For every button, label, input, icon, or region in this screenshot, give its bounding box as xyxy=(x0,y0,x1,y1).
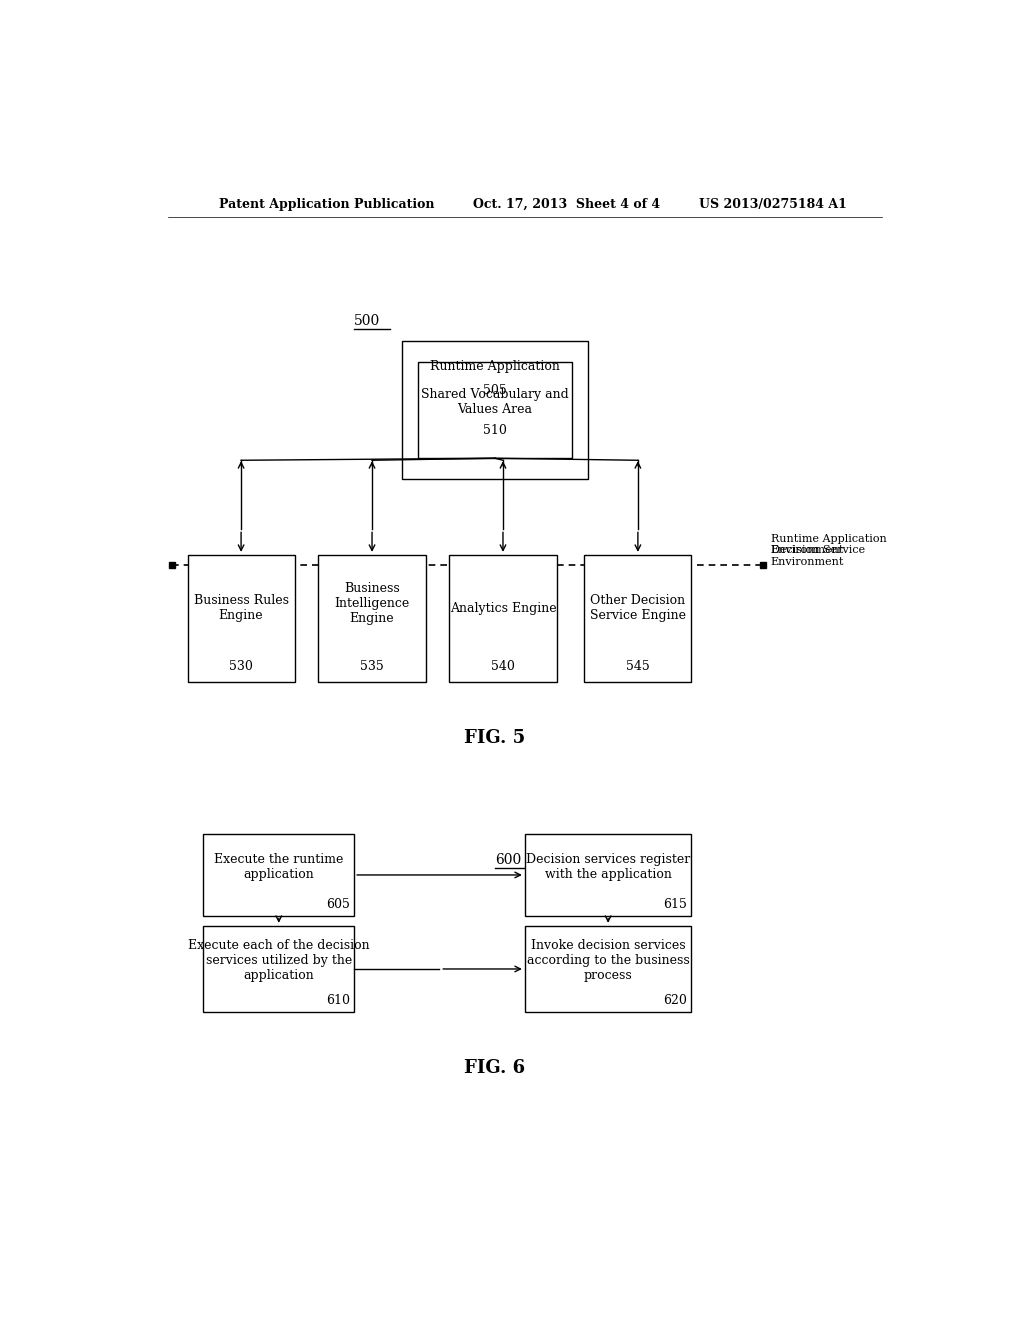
FancyBboxPatch shape xyxy=(585,554,691,682)
Text: 615: 615 xyxy=(664,898,687,911)
Text: Decision Service
Environment: Decision Service Environment xyxy=(771,545,865,568)
FancyBboxPatch shape xyxy=(524,834,691,916)
Text: Oct. 17, 2013  Sheet 4 of 4: Oct. 17, 2013 Sheet 4 of 4 xyxy=(473,198,660,211)
Text: US 2013/0275184 A1: US 2013/0275184 A1 xyxy=(699,198,847,211)
Text: Execute the runtime
application: Execute the runtime application xyxy=(214,853,343,880)
FancyBboxPatch shape xyxy=(401,342,588,479)
FancyBboxPatch shape xyxy=(524,925,691,1012)
FancyBboxPatch shape xyxy=(418,362,572,458)
Text: Patent Application Publication: Patent Application Publication xyxy=(219,198,435,211)
FancyBboxPatch shape xyxy=(204,834,354,916)
Text: 530: 530 xyxy=(229,660,253,673)
Text: Decision services register
with the application: Decision services register with the appl… xyxy=(526,853,690,880)
Text: 540: 540 xyxy=(492,660,515,673)
Text: Other Decision
Service Engine: Other Decision Service Engine xyxy=(590,594,686,622)
Text: Business
Intelligence
Engine: Business Intelligence Engine xyxy=(335,582,410,624)
Text: 610: 610 xyxy=(327,994,350,1007)
Text: Runtime Application
Environment: Runtime Application Environment xyxy=(771,533,887,556)
Text: 535: 535 xyxy=(360,660,384,673)
Text: 510: 510 xyxy=(483,424,507,437)
Text: Analytics Engine: Analytics Engine xyxy=(450,602,556,615)
Text: Shared Vocabulary and
Values Area: Shared Vocabulary and Values Area xyxy=(421,388,569,416)
Text: Business Rules
Engine: Business Rules Engine xyxy=(194,594,289,622)
Text: 505: 505 xyxy=(483,384,507,396)
FancyBboxPatch shape xyxy=(318,554,426,682)
Text: 500: 500 xyxy=(354,314,381,329)
Text: 545: 545 xyxy=(626,660,650,673)
Text: 620: 620 xyxy=(664,994,687,1007)
FancyBboxPatch shape xyxy=(450,554,557,682)
Text: Execute each of the decision
services utilized by the
application: Execute each of the decision services ut… xyxy=(188,940,370,982)
FancyBboxPatch shape xyxy=(187,554,295,682)
Text: FIG. 6: FIG. 6 xyxy=(464,1059,525,1077)
FancyBboxPatch shape xyxy=(204,925,354,1012)
Text: Runtime Application: Runtime Application xyxy=(430,360,560,374)
Text: Invoke decision services
according to the business
process: Invoke decision services according to th… xyxy=(526,940,689,982)
Text: 600: 600 xyxy=(495,853,521,867)
Text: FIG. 5: FIG. 5 xyxy=(464,729,525,747)
Text: 605: 605 xyxy=(327,898,350,911)
